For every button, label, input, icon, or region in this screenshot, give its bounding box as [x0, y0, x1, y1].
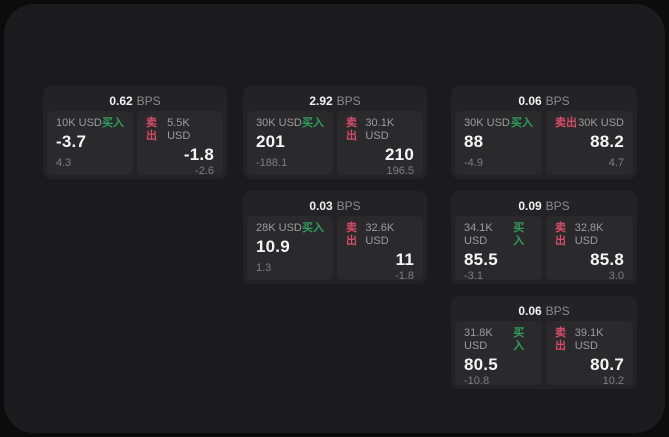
- bps-unit-label: BPS: [336, 198, 361, 213]
- notional-size: 10K USD: [56, 117, 102, 129]
- buy-price: 201: [256, 132, 285, 151]
- buy-label: 买入: [513, 222, 525, 247]
- notional-size: 28K USD: [256, 222, 302, 234]
- sell-price: 80.7: [590, 355, 624, 374]
- bps-header: 0.03 BPS: [247, 195, 423, 216]
- sell-change: 10.2: [602, 375, 624, 387]
- sell-label: 卖出: [555, 222, 566, 247]
- bps-header: 0.09 BPS: [455, 195, 633, 216]
- buy-panel[interactable]: 30K USD 买入 201 -188.1: [247, 111, 333, 175]
- quote-card-3: 0.06 BPS 30K USD 买入 88 -4.9 卖出 30K USD 8…: [451, 86, 637, 179]
- notional-size: 31.8K USD: [464, 327, 493, 352]
- bps-unit-label: BPS: [136, 93, 161, 108]
- buy-price: 88: [464, 132, 484, 151]
- sell-change: 196.5: [386, 165, 414, 177]
- notional-size: 5.5K USD: [167, 117, 191, 142]
- buy-price: 85.5: [464, 250, 498, 269]
- bps-unit-label: BPS: [545, 198, 570, 213]
- buy-panel[interactable]: 31.8K USD 买入 80.5 -10.8: [455, 321, 542, 387]
- buy-label: 买入: [511, 117, 533, 129]
- app-panel: 0.62 BPS 10K USD 买入 -3.7 4.3 卖出 5.5K USD…: [4, 4, 665, 433]
- sell-panel[interactable]: 卖出 30.1K USD 210 196.5: [337, 111, 423, 177]
- buy-price: 10.9: [256, 237, 290, 256]
- buy-change: -3.1: [464, 270, 483, 282]
- sell-panel[interactable]: 卖出 5.5K USD -1.8 -2.6: [137, 111, 223, 177]
- notional-size: 34.1K USD: [464, 222, 493, 247]
- notional-size: 32.6K USD: [365, 222, 395, 247]
- bps-unit-label: BPS: [545, 303, 570, 318]
- bps-value: 0.09: [518, 198, 542, 213]
- notional-size: 32.8K USD: [574, 222, 604, 247]
- sell-price: 11: [395, 250, 414, 269]
- buy-label: 买入: [102, 117, 124, 129]
- bps-unit-label: BPS: [545, 93, 570, 108]
- buy-panel[interactable]: 30K USD 买入 88 -4.9: [455, 111, 542, 175]
- bps-value: 0.62: [109, 93, 133, 108]
- notional-size: 30K USD: [256, 117, 302, 129]
- bps-value: 0.06: [518, 93, 542, 108]
- quote-card-4: 0.03 BPS 28K USD 买入 10.9 1.3 卖出 32.6K US…: [243, 191, 427, 284]
- sell-change: -1.8: [395, 270, 414, 282]
- buy-change: -4.9: [464, 157, 483, 169]
- notional-size: 30.1K USD: [365, 117, 395, 142]
- sell-label: 卖出: [346, 222, 357, 247]
- bps-value: 2.92: [309, 93, 333, 108]
- bps-unit-label: BPS: [336, 93, 361, 108]
- sell-label: 卖出: [555, 117, 577, 129]
- bps-value: 0.03: [309, 198, 333, 213]
- sell-panel[interactable]: 卖出 32.8K USD 85.8 3.0: [546, 216, 633, 282]
- notional-size: 30K USD: [578, 117, 624, 129]
- sell-price: 88.2: [590, 132, 624, 151]
- buy-price: -3.7: [56, 132, 87, 151]
- buy-label: 买入: [302, 222, 324, 234]
- buy-panel[interactable]: 34.1K USD 买入 85.5 -3.1: [455, 216, 542, 282]
- sell-price: 210: [385, 145, 414, 164]
- buy-change: 4.3: [56, 157, 72, 169]
- buy-panel[interactable]: 10K USD 买入 -3.7 4.3: [47, 111, 133, 175]
- bps-header: 0.06 BPS: [455, 300, 633, 321]
- buy-price: 80.5: [464, 355, 498, 374]
- sell-change: -2.6: [195, 165, 214, 177]
- buy-label: 买入: [302, 117, 324, 129]
- quote-card-6: 0.06 BPS 31.8K USD 买入 80.5 -10.8 卖出 39.1…: [451, 296, 637, 389]
- sell-price: -1.8: [183, 145, 214, 164]
- notional-size: 39.1K USD: [574, 327, 604, 352]
- buy-change: 1.3: [256, 262, 272, 274]
- buy-panel[interactable]: 28K USD 买入 10.9 1.3: [247, 216, 333, 280]
- sell-panel[interactable]: 卖出 39.1K USD 80.7 10.2: [546, 321, 633, 387]
- quote-card-2: 2.92 BPS 30K USD 买入 201 -188.1 卖出 30.1K …: [243, 86, 427, 179]
- sell-price: 85.8: [590, 250, 624, 269]
- sell-label: 卖出: [555, 327, 566, 352]
- sell-label: 卖出: [346, 117, 357, 142]
- bps-header: 0.62 BPS: [47, 90, 223, 111]
- quote-card-1: 0.62 BPS 10K USD 买入 -3.7 4.3 卖出 5.5K USD…: [43, 86, 227, 179]
- sell-panel[interactable]: 卖出 30K USD 88.2 4.7: [546, 111, 633, 175]
- sell-panel[interactable]: 卖出 32.6K USD 11 -1.8: [337, 216, 423, 282]
- buy-change: -188.1: [256, 157, 288, 169]
- bps-header: 0.06 BPS: [455, 90, 633, 111]
- buy-label: 买入: [513, 327, 525, 352]
- bps-header: 2.92 BPS: [247, 90, 423, 111]
- sell-change: 3.0: [608, 270, 624, 282]
- bps-value: 0.06: [518, 303, 542, 318]
- buy-change: -10.8: [464, 375, 490, 387]
- quote-card-5: 0.09 BPS 34.1K USD 买入 85.5 -3.1 卖出 32.8K…: [451, 191, 637, 284]
- sell-change: 4.7: [608, 157, 624, 169]
- notional-size: 30K USD: [464, 117, 510, 129]
- sell-label: 卖出: [146, 117, 157, 142]
